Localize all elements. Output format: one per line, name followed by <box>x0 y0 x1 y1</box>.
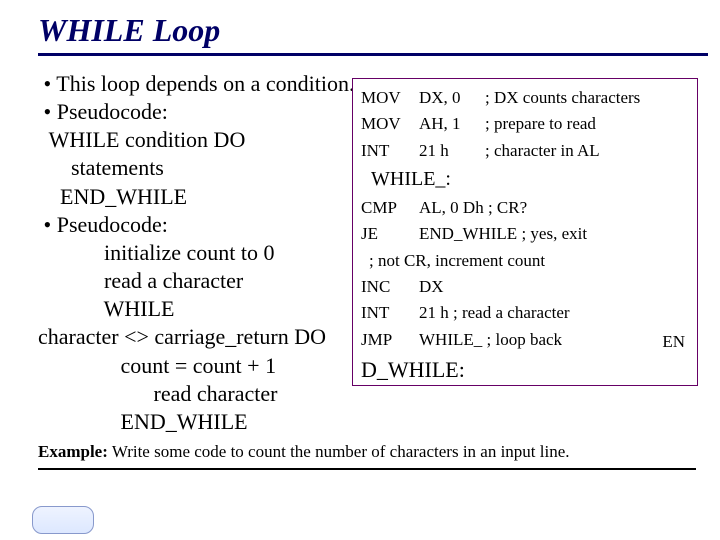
code-row: INT 21 h ; read a character <box>361 300 691 326</box>
code-row: INT 21 h ; character in AL <box>361 138 691 164</box>
op: CMP <box>361 195 419 221</box>
code-row: MOV AH, 1 ; prepare to read <box>361 111 691 137</box>
op: MOV <box>361 111 419 137</box>
op: MOV <box>361 85 419 111</box>
op: JMP <box>361 327 419 353</box>
comment: ; prepare to read <box>485 111 691 137</box>
op: JE <box>361 221 419 247</box>
example-bold: Example: <box>38 442 108 461</box>
code-row: JMP WHILE_ ; loop back <box>361 327 691 353</box>
example-text: Write some code to count the number of c… <box>108 442 570 461</box>
code-row: CMP AL, 0 Dh ; CR? <box>361 195 691 221</box>
code-row: JE END_WHILE ; yes, exit <box>361 221 691 247</box>
op: INT <box>361 138 419 164</box>
code-label-split: EN D_WHILE: <box>361 353 691 379</box>
arg: END_WHILE ; yes, exit <box>419 221 691 247</box>
arg: DX, 0 <box>419 85 485 111</box>
code-row: MOV DX, 0 ; DX counts characters <box>361 85 691 111</box>
slide-title: WHILE Loop <box>0 0 720 53</box>
arg: DX <box>419 274 691 300</box>
line: END_WHILE <box>38 408 418 436</box>
bottom-rule <box>38 468 696 470</box>
example-line: Example: Write some code to count the nu… <box>0 436 720 462</box>
code-comment: ; not CR, increment count <box>361 248 691 274</box>
arg: 21 h ; read a character <box>419 300 691 326</box>
code-label: WHILE_: <box>361 164 691 195</box>
comment: ; DX counts characters <box>485 85 691 111</box>
assembly-code-box: MOV DX, 0 ; DX counts characters MOV AH,… <box>352 78 698 386</box>
logo-icon <box>32 506 94 534</box>
arg: 21 h <box>419 138 485 164</box>
comment: ; character in AL <box>485 138 691 164</box>
arg: WHILE_ ; loop back <box>419 327 691 353</box>
code-row: INC DX <box>361 274 691 300</box>
op: INT <box>361 300 419 326</box>
label-part-b: D_WHILE: <box>351 353 465 387</box>
arg: AH, 1 <box>419 111 485 137</box>
label-part-a: EN <box>662 329 685 355</box>
arg: AL, 0 Dh ; CR? <box>419 195 691 221</box>
content-area: • This loop depends on a condition. • Ps… <box>0 56 720 436</box>
op: INC <box>361 274 419 300</box>
